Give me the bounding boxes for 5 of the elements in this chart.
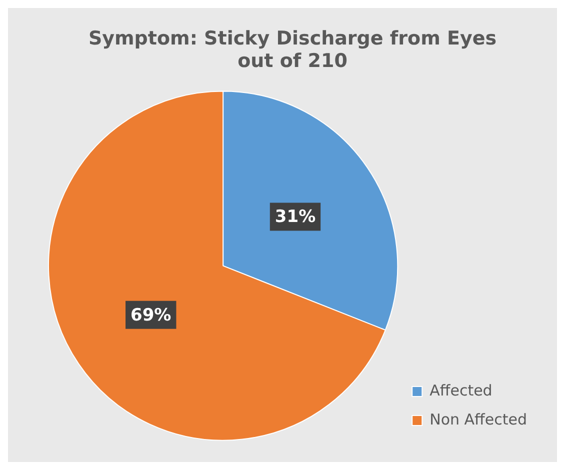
chart-title: Symptom: Sticky Discharge from Eyes out of 210 <box>88 27 497 72</box>
data-label: 31% <box>274 207 316 228</box>
data-label: 69% <box>130 305 172 326</box>
legend-label: Affected <box>430 381 492 400</box>
legend-label: Non Affected <box>430 410 528 428</box>
